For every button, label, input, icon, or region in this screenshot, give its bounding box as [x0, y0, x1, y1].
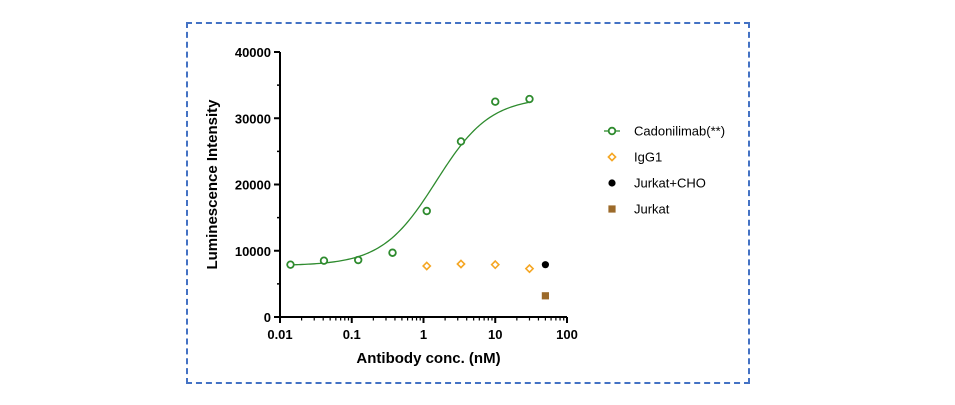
y-tick-label: 0 — [264, 310, 271, 325]
legend: Cadonilimab(**) IgG1 Jurkat+CHO Jurkat — [604, 124, 725, 217]
data-point — [456, 259, 466, 269]
x-tick-label: 1 — [420, 327, 427, 342]
data-point — [422, 206, 431, 216]
x-axis-title: Antibody conc. (nM) — [356, 350, 500, 367]
legend-marker — [608, 205, 616, 213]
data-point — [354, 255, 363, 265]
data-point — [525, 94, 534, 104]
y-tick-label: 20000 — [235, 178, 271, 193]
data-point — [541, 292, 550, 300]
ticks: 0 10000 20000 30000 40000 0.01 0.1 1 10 100 — [235, 45, 578, 342]
y-tick-label: 10000 — [235, 244, 271, 259]
x-tick-label: 0.1 — [343, 327, 361, 342]
figure-frame — [186, 22, 750, 384]
y-axis-title: Luminescence Intensity — [204, 99, 221, 270]
data-point — [456, 137, 466, 146]
data-points — [286, 94, 550, 300]
data-point — [524, 263, 535, 274]
data-point — [422, 261, 432, 271]
data-point — [388, 248, 397, 257]
legend-marker — [607, 126, 617, 136]
legend-marker — [608, 179, 616, 187]
x-tick-label: 10 — [488, 327, 502, 342]
legend-label: Jurkat — [634, 202, 670, 217]
axes — [279, 52, 567, 318]
x-tick-label: 100 — [556, 327, 578, 342]
legend-label: IgG1 — [634, 150, 662, 165]
y-tick-label: 30000 — [235, 111, 271, 126]
data-point — [490, 259, 500, 270]
legend-label: Jurkat+CHO — [634, 176, 706, 191]
legend-label: Cadonilimab(**) — [634, 124, 725, 139]
x-tick-label: 0.01 — [267, 327, 292, 342]
fit-curve-line — [290, 101, 530, 266]
fit-curves — [290, 101, 530, 266]
data-point — [286, 260, 295, 269]
data-point — [491, 97, 500, 106]
data-point — [541, 261, 550, 269]
legend-marker — [607, 152, 617, 162]
y-tick-label: 40000 — [235, 45, 271, 60]
data-point — [319, 256, 329, 265]
